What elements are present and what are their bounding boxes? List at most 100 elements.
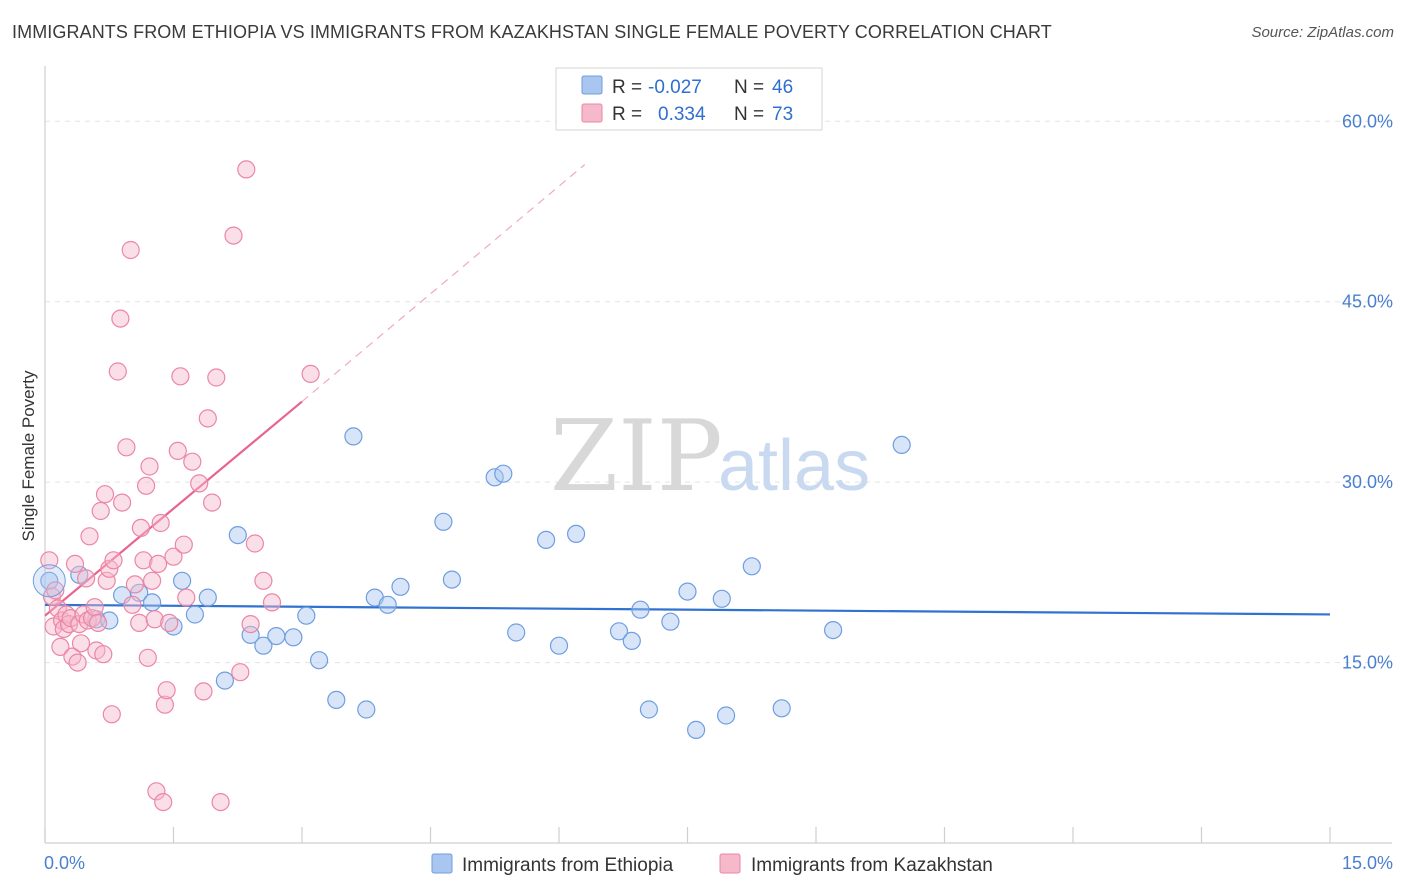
y-tick-label-1: 30.0%: [1342, 472, 1393, 492]
point-kazakhstan-45: [145, 610, 164, 629]
point-kazakhstan-59: [190, 474, 209, 493]
point-kazakhstan-34: [117, 438, 136, 457]
point-kazakhstan-53: [164, 547, 183, 566]
point-kazakhstan-58: [183, 452, 202, 471]
point-ethiopia-37: [661, 612, 680, 631]
grid-lines: [45, 120, 1392, 664]
point-kazakhstan-42: [138, 648, 157, 667]
series-legend: Immigrants from Ethiopia Immigrants from…: [431, 853, 993, 876]
point-kazakhstan-66: [231, 663, 250, 682]
point-kazakhstan-35: [121, 240, 140, 260]
point-kazakhstan-25: [94, 645, 113, 664]
point-ethiopia-29: [507, 623, 526, 642]
legend-r-label-ethiopia: R =: [612, 77, 642, 98]
point-kazakhstan-56: [174, 535, 193, 554]
point-kazakhstan-21: [85, 598, 104, 617]
point-kazakhstan-12: [65, 554, 85, 574]
point-ethiopia-42: [742, 557, 761, 576]
point-kazakhstan-3: [46, 581, 65, 600]
point-ethiopia-33: [609, 622, 629, 641]
y-tick-label-2: 45.0%: [1342, 292, 1393, 312]
point-ethiopia-40: [712, 589, 731, 608]
trend-lines: [44, 164, 1331, 617]
point-kazakhstan-50: [155, 695, 174, 714]
point-kazakhstan-57: [177, 588, 196, 607]
axes: [44, 66, 1392, 844]
point-kazakhstan-23: [88, 613, 108, 633]
point-kazakhstan-32: [111, 309, 130, 328]
point-kazakhstan-29: [102, 705, 121, 724]
point-kazakhstan-72: [301, 364, 320, 383]
legend-n-value-ethiopia: 46: [772, 77, 793, 98]
point-kazakhstan-55: [171, 367, 190, 386]
point-ethiopia-41: [716, 706, 736, 725]
point-ethiopia-15: [267, 626, 286, 646]
x-tick-label-0: 0.0%: [44, 853, 85, 873]
point-ethiopia-13: [241, 625, 260, 645]
chart-title: IMMIGRANTS FROM ETHIOPIA VS IMMIGRANTS F…: [12, 22, 1052, 42]
y-axis-label: Single Female Poverty: [19, 370, 38, 542]
point-kazakhstan-44: [143, 571, 162, 590]
point-ethiopia-9: [185, 605, 204, 624]
source-label: Source: ZipAtlas.com: [1251, 24, 1394, 41]
point-ethiopia-10: [198, 588, 217, 607]
point-ethiopia-18: [310, 651, 329, 670]
point-ethiopia-0: [40, 571, 59, 590]
series-legend-swatch-ethiopia: [431, 853, 453, 874]
point-kazakhstan-70: [254, 571, 273, 590]
point-kazakhstan-43: [140, 457, 159, 476]
point-ethiopia-34: [622, 631, 641, 651]
point-ethiopia-39: [686, 720, 706, 740]
point-kazakhstan-28: [100, 559, 119, 578]
point-kazakhstan-49: [154, 792, 173, 812]
point-ethiopia-8: [173, 571, 192, 590]
y-tick-label-3: 60.0%: [1342, 111, 1393, 131]
point-kazakhstan-51: [157, 681, 176, 700]
trend-line-kazakhstan-extension: [301, 164, 586, 403]
point-ethiopia-21: [357, 700, 376, 719]
legend-r-value-ethiopia: -0.027: [648, 77, 702, 98]
series-legend-swatch-kazakhstan: [719, 853, 741, 874]
point-kazakhstan-26: [95, 485, 115, 504]
point-kazakhstan-39: [131, 518, 150, 538]
point-ethiopia-19: [327, 690, 346, 710]
point-kazakhstan-67: [237, 160, 256, 179]
point-ethiopia-16: [284, 628, 303, 647]
point-kazakhstan-52: [160, 613, 179, 633]
trend-line-kazakhstan: [44, 400, 303, 617]
y-tick-label-0: 15.0%: [1342, 653, 1393, 673]
y-tick-labels: 15.0% 30.0% 45.0% 60.0%: [1342, 111, 1393, 672]
point-ethiopia-6: [143, 593, 162, 612]
watermark-zip: ZIP: [550, 400, 723, 514]
point-ethiopia-32: [566, 524, 586, 544]
watermark-atlas: atlas: [718, 426, 870, 506]
point-kazakhstan-54: [168, 441, 187, 460]
point-kazakhstan-64: [211, 792, 230, 812]
point-kazakhstan-48: [151, 513, 170, 533]
point-kazakhstan-62: [203, 493, 222, 512]
point-kazakhstan-69: [245, 534, 264, 553]
point-ethiopia-38: [678, 582, 697, 601]
point-kazakhstan-60: [194, 682, 213, 701]
point-kazakhstan-24: [91, 501, 110, 521]
series-legend-label-ethiopia: Immigrants from Ethiopia: [462, 855, 674, 876]
point-kazakhstan-41: [137, 476, 156, 495]
correlation-legend: R = -0.027 N = 46 R = 0.334 N = 73: [555, 67, 823, 131]
point-ethiopia-23: [378, 595, 397, 614]
point-ethiopia-26: [442, 570, 461, 589]
point-kazakhstan-5: [51, 637, 70, 657]
data-points: [32, 160, 911, 812]
series-legend-label-kazakhstan: Immigrants from Kazakhstan: [751, 855, 993, 876]
legend-n-label-kazakhstan: N =: [734, 104, 764, 125]
point-ethiopia-17: [297, 606, 316, 625]
point-kazakhstan-40: [134, 551, 153, 570]
point-kazakhstan-68: [241, 614, 260, 634]
point-kazakhstan-31: [108, 362, 127, 381]
point-ethiopia-36: [639, 700, 659, 719]
point-kazakhstan-71: [262, 593, 282, 612]
point-ethiopia-20: [344, 427, 363, 446]
point-ethiopia-30: [536, 530, 556, 550]
point-kazakhstan-17: [76, 569, 96, 588]
x-tick-labels: 0.0% 15.0%: [44, 853, 1393, 873]
point-ethiopia-31: [549, 636, 569, 655]
